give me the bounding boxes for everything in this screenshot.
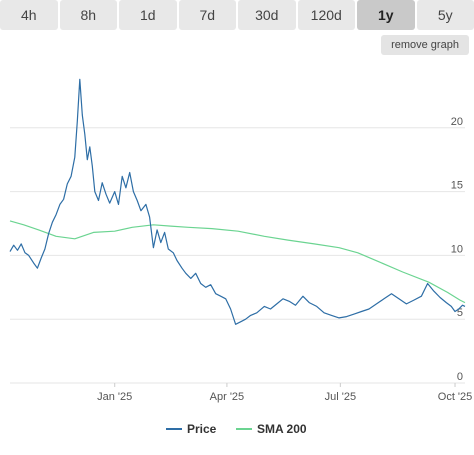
- range-tab-7d[interactable]: 7d: [178, 0, 236, 30]
- range-tabs: 4h 8h 1d 7d 30d 120d 1y 5y: [0, 0, 474, 30]
- remove-graph-button[interactable]: remove graph: [381, 35, 469, 55]
- y-tick-label: 15: [451, 180, 463, 192]
- y-axis-labels: 0 5 10 15 20: [451, 116, 463, 383]
- range-tab-30d[interactable]: 30d: [238, 0, 296, 30]
- range-tab-5y[interactable]: 5y: [416, 0, 474, 30]
- x-tick-label: Oct '25: [438, 391, 473, 403]
- range-tab-1d[interactable]: 1d: [119, 0, 177, 30]
- series-line-price: [9, 78, 466, 325]
- y-tick-label: 20: [451, 116, 463, 128]
- x-axis-labels: Jan '25 Apr '25 Jul '25 Oct '25: [97, 383, 472, 403]
- chart-legend: Price SMA 200: [166, 422, 307, 436]
- y-tick-label: 5: [457, 307, 463, 319]
- legend-item-price[interactable]: Price: [187, 422, 217, 436]
- range-tab-1y[interactable]: 1y: [357, 0, 415, 30]
- range-tab-120d[interactable]: 120d: [297, 0, 355, 30]
- y-tick-label: 0: [457, 371, 463, 383]
- range-tab-8h[interactable]: 8h: [59, 0, 117, 30]
- x-tick-label: Jul '25: [325, 391, 356, 403]
- legend-item-sma-200[interactable]: SMA 200: [257, 422, 307, 436]
- chart-gridlines: [10, 127, 465, 384]
- chart-series: [9, 78, 466, 325]
- y-tick-label: 10: [451, 243, 463, 255]
- x-tick-label: Jan '25: [97, 391, 132, 403]
- x-tick-label: Apr '25: [210, 391, 245, 403]
- series-line-sma-200: [9, 220, 466, 304]
- range-tab-4h[interactable]: 4h: [0, 0, 58, 30]
